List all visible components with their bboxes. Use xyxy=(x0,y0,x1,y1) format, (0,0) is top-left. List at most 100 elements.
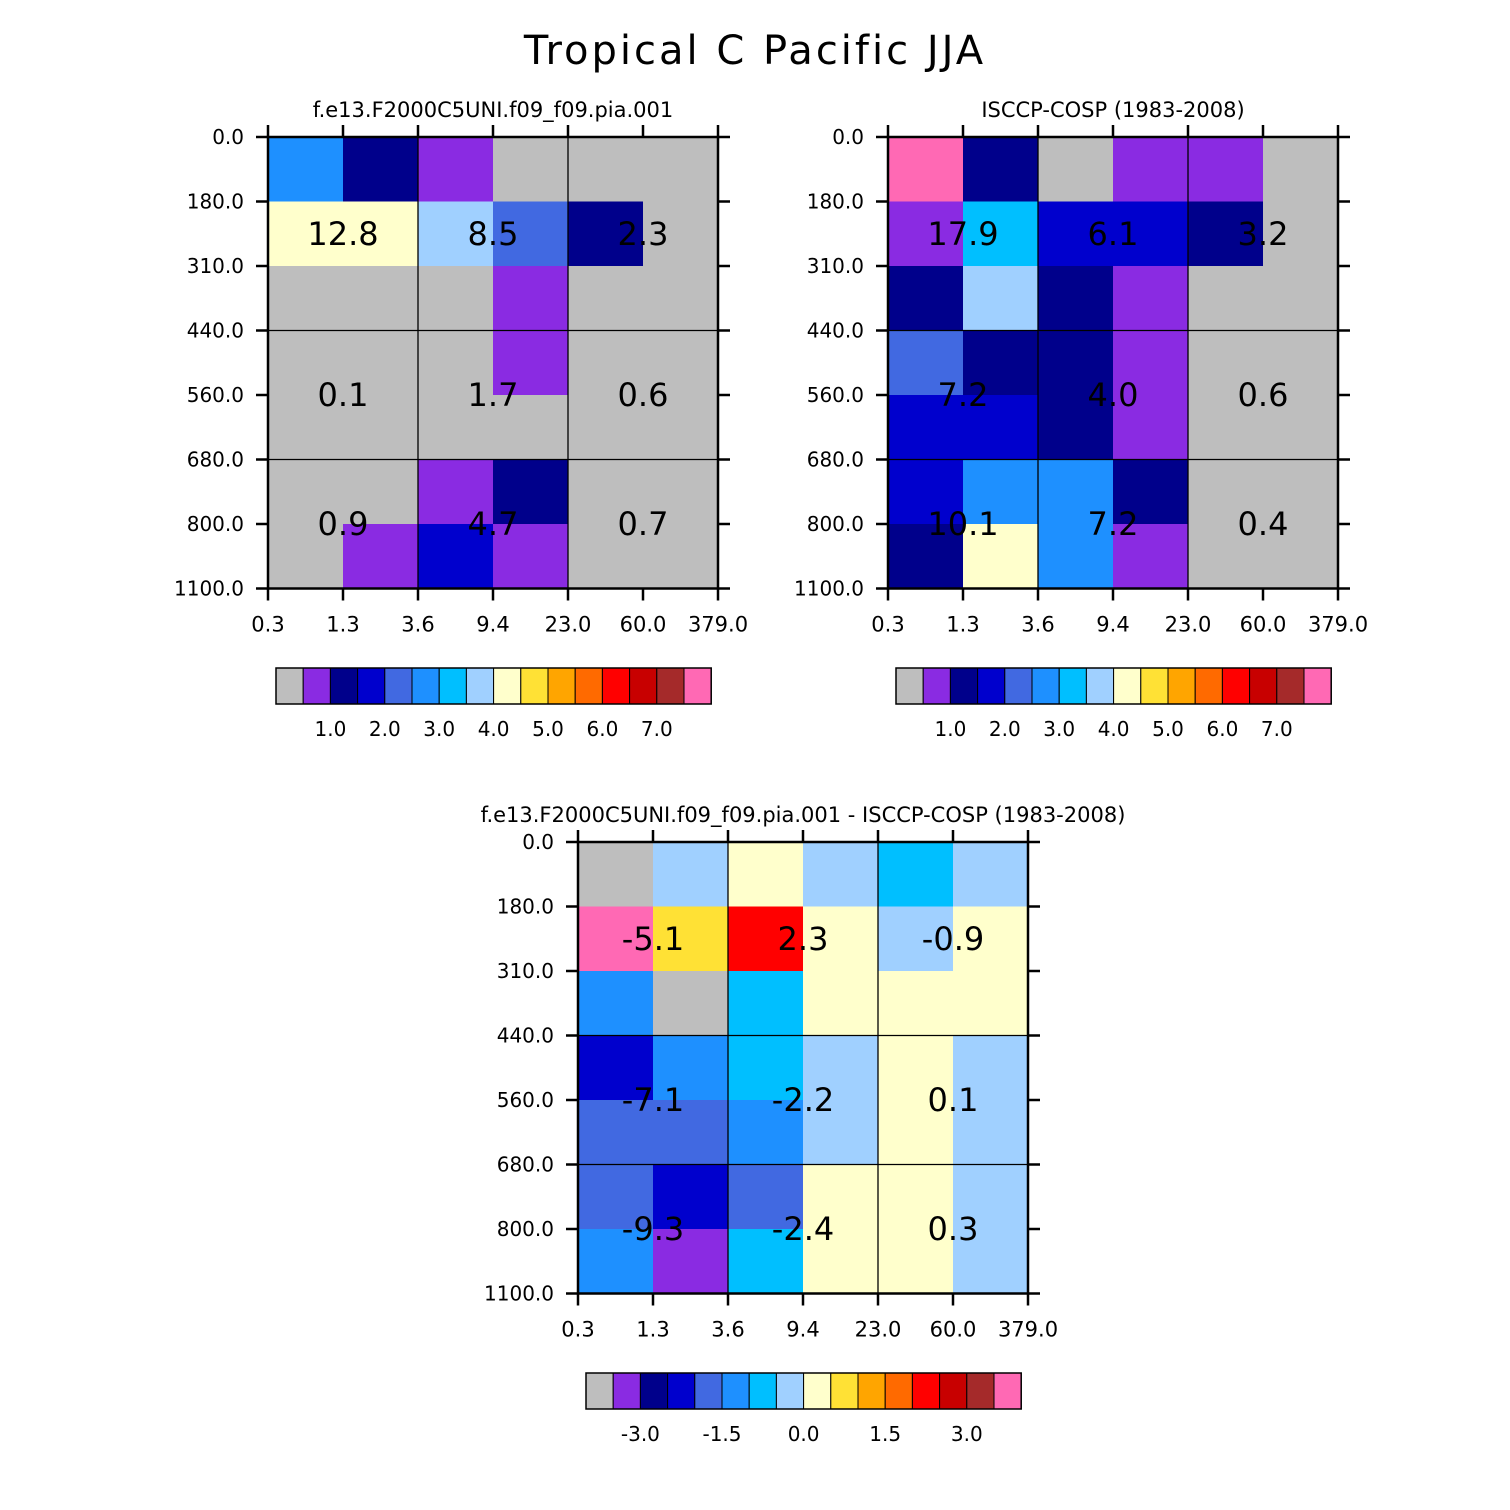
colorbar-swatch xyxy=(1303,667,1332,705)
heatmap-cell xyxy=(1263,201,1339,267)
colorbar-frame xyxy=(895,667,1332,705)
heatmap-cell xyxy=(963,137,1039,202)
y-tick-label: 310.0 xyxy=(187,254,244,278)
colorbar-label: 2.0 xyxy=(989,717,1021,741)
colorbar-swatch xyxy=(949,667,979,705)
colorbar-label: 7.0 xyxy=(641,717,673,741)
x-tick-label: 3.6 xyxy=(1021,613,1054,637)
cell-value-label: 0.6 xyxy=(618,376,669,414)
heatmap-cell xyxy=(568,330,644,396)
heatmap-cell xyxy=(568,395,644,460)
x-tick-label: 0.3 xyxy=(251,613,284,637)
heatmap-cell xyxy=(1038,524,1114,589)
heatmap-cell xyxy=(653,1164,729,1230)
heatmap-cell xyxy=(578,1100,654,1165)
colorbar-swatch xyxy=(493,667,522,705)
heatmap-cell xyxy=(728,1035,804,1101)
colorbar-label: 1.0 xyxy=(314,717,346,741)
colorbar-swatch xyxy=(1004,667,1033,705)
y-tick-label: 1100.0 xyxy=(174,577,244,601)
heatmap-cell xyxy=(1188,330,1264,396)
x-tick-label: 23.0 xyxy=(1165,613,1212,637)
cell-value-label: 2.3 xyxy=(618,215,669,253)
heatmap-cell xyxy=(268,266,344,331)
y-tick-label: 800.0 xyxy=(497,1217,554,1241)
colorbar-swatch xyxy=(667,1372,696,1410)
colorbar-swatch xyxy=(547,667,576,705)
heatmap-cell xyxy=(953,1100,1029,1165)
heatmap-cell xyxy=(1188,137,1264,202)
heatmap-cell xyxy=(878,842,954,907)
colorbar-swatch xyxy=(357,667,386,705)
heatmap-cell xyxy=(953,842,1029,907)
y-tick-label: 180.0 xyxy=(187,190,244,214)
heatmap-cell xyxy=(343,137,419,202)
x-tick-label: 3.6 xyxy=(711,1318,744,1342)
colorbar-label: -1.5 xyxy=(702,1422,741,1446)
cell-value-label: 0.3 xyxy=(928,1210,979,1248)
heatmap-cell xyxy=(268,330,344,396)
heatmap-cell xyxy=(268,137,344,202)
heatmap-cell xyxy=(578,1164,654,1230)
heatmap-cell xyxy=(728,842,804,907)
colorbar-swatch xyxy=(748,1372,777,1410)
colorbar-label: 3.0 xyxy=(423,717,455,741)
colorbar-swatch xyxy=(1058,667,1087,705)
heatmap-cell xyxy=(1263,137,1339,202)
colorbar-swatch xyxy=(721,1372,750,1410)
colorbar-label: 7.0 xyxy=(1261,717,1293,741)
colorbar-swatch xyxy=(895,667,924,705)
heatmap-cell xyxy=(1188,201,1264,267)
colorbar-frame xyxy=(275,667,712,705)
heatmap-cell xyxy=(268,459,344,525)
x-tick-label: 9.4 xyxy=(476,613,509,637)
heatmap-cell xyxy=(803,906,879,972)
heatmap-cell xyxy=(953,971,1029,1036)
heatmap-cell xyxy=(653,1035,729,1101)
colorbar-swatch xyxy=(302,667,331,705)
heatmap-cell xyxy=(268,395,344,460)
heatmap-cell xyxy=(803,842,879,907)
colorbar-swatch xyxy=(884,1372,913,1410)
heatmap-cell xyxy=(803,1229,879,1294)
heatmap-cell xyxy=(653,906,729,972)
cell-value-label: -9.3 xyxy=(622,1210,684,1248)
cell-value-label: 0.1 xyxy=(318,376,369,414)
cell-value-label: 12.8 xyxy=(307,215,378,253)
colorbar-swatch xyxy=(411,667,440,705)
heatmap-cell xyxy=(888,201,964,267)
heatmap-cell xyxy=(578,906,654,972)
cell-value-label: 0.9 xyxy=(318,505,369,543)
colorbar-swatch xyxy=(275,667,304,705)
x-tick-label: 1.3 xyxy=(636,1318,669,1342)
heatmap-cell xyxy=(643,137,719,202)
y-tick-label: 180.0 xyxy=(497,895,554,919)
cell-value-label: 10.1 xyxy=(927,505,998,543)
heatmap-cell xyxy=(888,330,964,396)
colorbar-label: 6.0 xyxy=(1206,717,1238,741)
colorbar-label: 3.0 xyxy=(951,1422,983,1446)
colorbar-swatch xyxy=(384,667,413,705)
colorbar-swatch xyxy=(1194,667,1223,705)
colorbar-label: 1.0 xyxy=(934,717,966,741)
cell-value-label: 8.5 xyxy=(468,215,519,253)
colorbar-swatch xyxy=(1167,667,1196,705)
heatmap-cell xyxy=(493,330,569,396)
colorbar-swatch xyxy=(1276,667,1305,705)
panel-title: f.e13.F2000C5UNI.f09_f09.pia.001 xyxy=(313,98,674,123)
heatmap-cell xyxy=(1113,330,1189,396)
heatmap-cell xyxy=(418,201,494,267)
heatmap-cell xyxy=(1038,330,1114,396)
heatmap-cell xyxy=(418,459,494,525)
heatmap-cell xyxy=(888,395,964,460)
cell-value-label: -2.4 xyxy=(772,1210,834,1248)
cell-value-label: -0.9 xyxy=(922,920,984,958)
heatmap-cell xyxy=(343,330,419,396)
cell-value-label: 7.2 xyxy=(1088,505,1139,543)
heatmap-cell xyxy=(1113,201,1189,267)
heatmap-cell xyxy=(878,1229,954,1294)
heatmap-cell xyxy=(953,1035,1029,1101)
colorbar-swatch xyxy=(966,1372,995,1410)
x-tick-label: 60.0 xyxy=(620,613,667,637)
heatmap-cell xyxy=(653,1229,729,1294)
